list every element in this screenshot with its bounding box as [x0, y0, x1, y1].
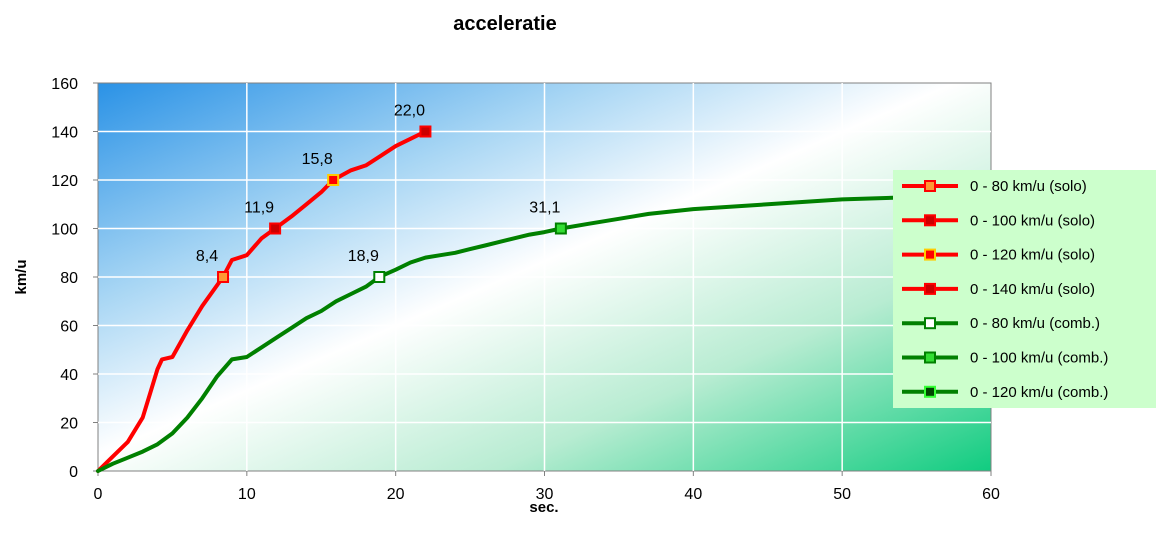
grid-lines [93, 82, 992, 476]
y-tick-label: 140 [51, 125, 78, 142]
legend-item-label: 0 - 100 km/u (solo) [970, 212, 1095, 229]
legend-marker [924, 180, 936, 192]
x-axis-label: sec. [529, 499, 558, 516]
legend-marker [924, 214, 936, 227]
legend-marker [924, 282, 936, 295]
y-tick-label: 60 [60, 319, 78, 336]
x-tick-label: 50 [833, 486, 851, 503]
legend-item-label: 0 - 80 km/u (solo) [970, 178, 1087, 195]
legend-marker [924, 385, 936, 398]
data-label: 15,8 [302, 151, 333, 168]
data-label: 22,0 [394, 103, 425, 120]
legend-marker [924, 248, 936, 261]
legend-marker [924, 317, 936, 330]
data-label: 8,4 [196, 248, 218, 265]
y-tick-label: 100 [51, 222, 78, 239]
data-point [327, 174, 340, 186]
data-labels: 8,4 11,9 15,8 22,0 18,9 31,1 [196, 103, 561, 266]
x-tick-label: 10 [238, 486, 256, 503]
y-tick-label: 80 [60, 270, 78, 287]
legend-item-label: 0 - 120 km/u (comb.) [970, 384, 1108, 401]
y-tick-label: 40 [60, 367, 78, 384]
data-point [269, 222, 282, 235]
data-label: 18,9 [348, 248, 379, 265]
legend-item-label: 0 - 120 km/u (solo) [970, 247, 1095, 264]
data-point [373, 271, 386, 283]
x-tick-label: 60 [982, 486, 1000, 503]
chart-title: acceleratie [453, 13, 556, 35]
data-point [419, 125, 432, 138]
x-tick-label: 0 [94, 486, 103, 503]
x-tick-label: 30 [536, 486, 554, 503]
y-tick-label: 160 [51, 76, 78, 93]
legend-item-label: 0 - 100 km/u (comb.) [970, 350, 1108, 367]
y-tick-label: 20 [60, 416, 78, 433]
y-tick-label: 120 [51, 173, 78, 190]
y-axis-label: km/u [13, 259, 30, 294]
tick-labels: 0 10 20 30 40 50 60 0 20 40 60 80 100 120 140 160 [51, 76, 1000, 503]
data-point [554, 222, 567, 235]
x-tick-label: 40 [684, 486, 702, 503]
y-tick-label: 0 [69, 464, 78, 481]
legend-marker [924, 351, 936, 364]
data-label: 11,9 [244, 200, 274, 217]
series-line-solo [96, 129, 428, 473]
x-tick-label: 20 [387, 486, 405, 503]
legend: 0 - 80 km/u (solo) 0 - 100 km/u (solo) 0 -… [893, 170, 1156, 408]
data-label: 31,1 [529, 200, 560, 217]
data-point [217, 271, 230, 283]
legend-item-label: 0 - 140 km/u (solo) [970, 281, 1095, 298]
legend-item-label: 0 - 80 km/u (comb.) [970, 315, 1100, 332]
